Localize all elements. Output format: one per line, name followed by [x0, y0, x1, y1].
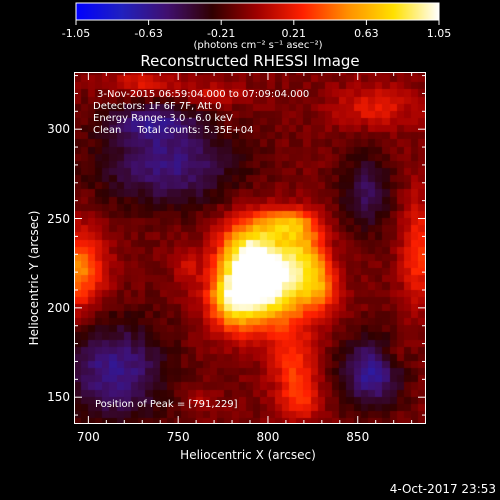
colorbar-units: (photons cm⁻² s⁻¹ asec⁻²) [193, 40, 323, 51]
colorbar [75, 2, 440, 25]
y-tick-label: 150 [47, 390, 70, 405]
colorbar-tick-label: 1.05 [426, 27, 452, 40]
colorbar-tick-label: -0.63 [134, 27, 163, 40]
colorbar-tick-label: 0.21 [281, 27, 307, 40]
y-tick-label: 250 [47, 211, 70, 226]
colorbar-tick-label: 0.63 [354, 27, 379, 40]
annotation-time-range: 3-Nov-2015 06:59:04.000 to 07:09:04.000 [97, 89, 310, 100]
colorbar-tick-label: -0.21 [206, 27, 236, 40]
x-tick-label: 800 [256, 430, 280, 444]
y-axis-label: Heliocentric Y (arcsec) [27, 210, 41, 346]
x-tick-label: 850 [346, 430, 370, 444]
annotation-detectors: Detectors: 1F 6F 7F, Att 0 [93, 101, 222, 112]
chart-title: Reconstructed RHESSI Image [140, 52, 360, 70]
colorbar-gradient [75, 2, 440, 21]
annotation-clean-counts: Clean Total counts: 5.35E+04 [93, 125, 254, 136]
colorbar-tick-label: -1.05 [61, 27, 91, 40]
y-tick-label: 200 [47, 300, 70, 315]
timestamp: 4-Oct-2017 23:53 [389, 482, 496, 496]
annotation-peak-position: Position of Peak = [791,229] [95, 399, 238, 410]
x-tick-label: 700 [76, 430, 100, 444]
annotation-energy-range: Energy Range: 3.0 - 6.0 keV [93, 113, 233, 124]
y-tick-label: 300 [47, 122, 70, 137]
x-tick-label: 750 [166, 430, 190, 444]
x-axis-label: Heliocentric X (arcsec) [180, 448, 316, 462]
